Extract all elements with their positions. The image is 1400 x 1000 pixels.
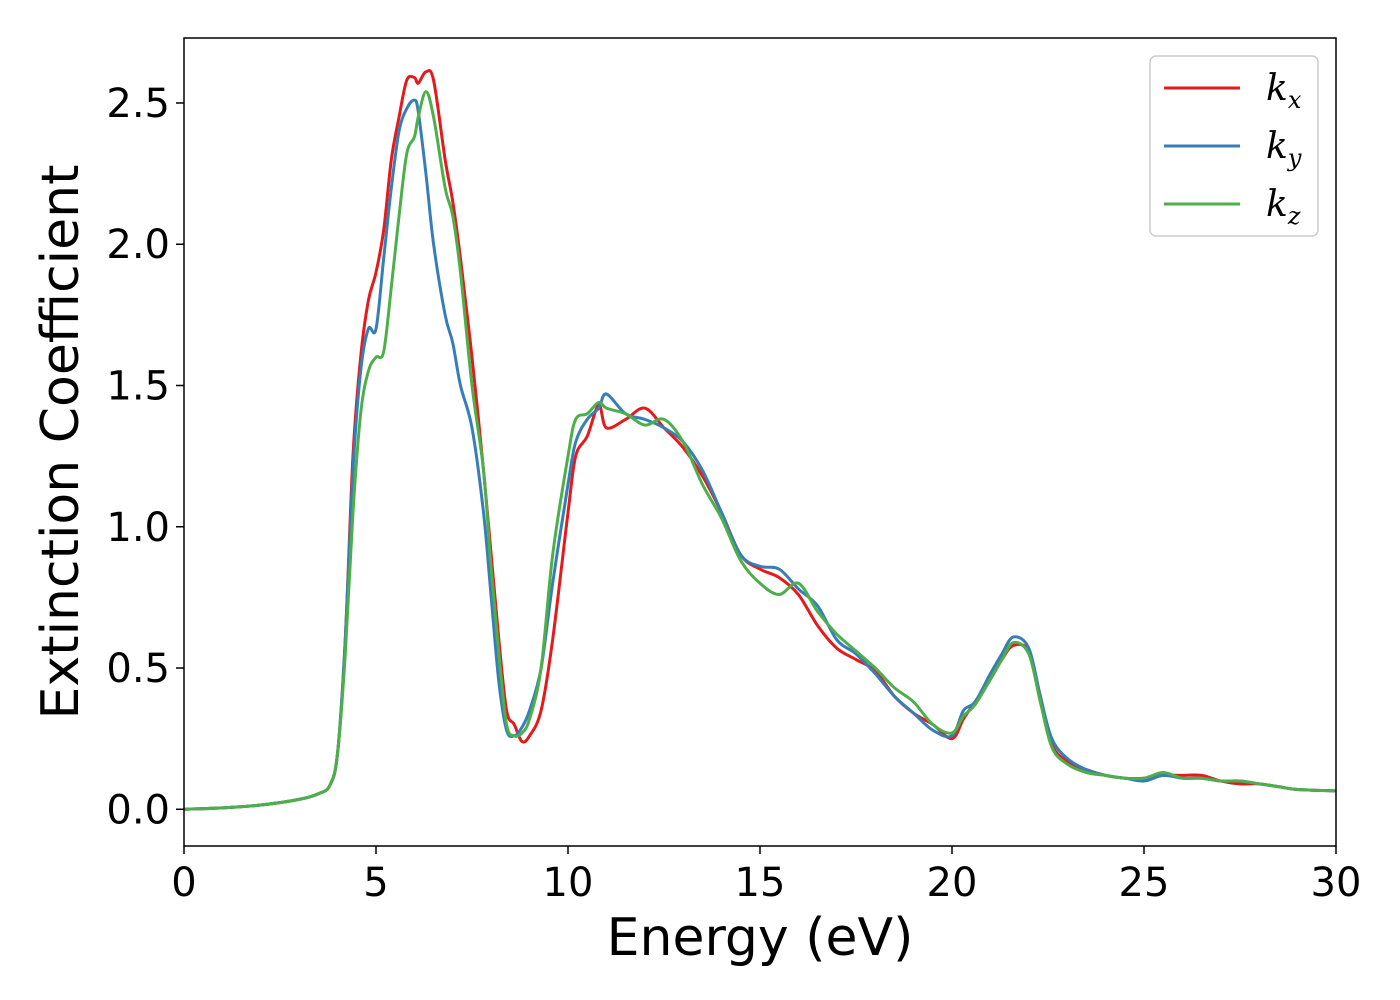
y-tick-label: 0.0: [106, 787, 170, 833]
legend-label-x: kx: [1266, 68, 1302, 114]
legend-label-y: ky: [1266, 126, 1302, 172]
y-tick-label: 1.0: [106, 505, 170, 551]
series-group: [184, 68, 1336, 811]
x-tick-label: 0: [171, 860, 196, 906]
x-tick-label: 20: [927, 860, 978, 906]
y-axis-ticks: 0.0 0.5 1.0 1.5 2.0 2.5: [106, 81, 184, 833]
x-tick-label: 15: [735, 860, 786, 906]
legend-label-z: kz: [1266, 184, 1301, 230]
x-tick-label: 25: [1119, 860, 1170, 906]
x-tick-label: 5: [363, 860, 388, 906]
series-line-y: [184, 98, 1336, 811]
legend: kx ky kz: [1149, 55, 1319, 237]
x-axis-ticks: 0 5 10 15 20 25 30: [171, 846, 1361, 906]
x-axis-label: Energy (eV): [607, 908, 914, 968]
y-tick-label: 0.5: [106, 646, 170, 692]
x-tick-label: 30: [1311, 860, 1362, 906]
y-tick-label: 2.5: [106, 81, 170, 127]
y-tick-label: 2.0: [106, 222, 170, 268]
y-tick-label: 1.5: [106, 363, 170, 409]
y-axis-label: Extinction Coefficient: [31, 165, 91, 720]
series-line-z: [184, 90, 1336, 811]
x-tick-label: 10: [543, 860, 594, 906]
series-line-x: [184, 68, 1336, 811]
